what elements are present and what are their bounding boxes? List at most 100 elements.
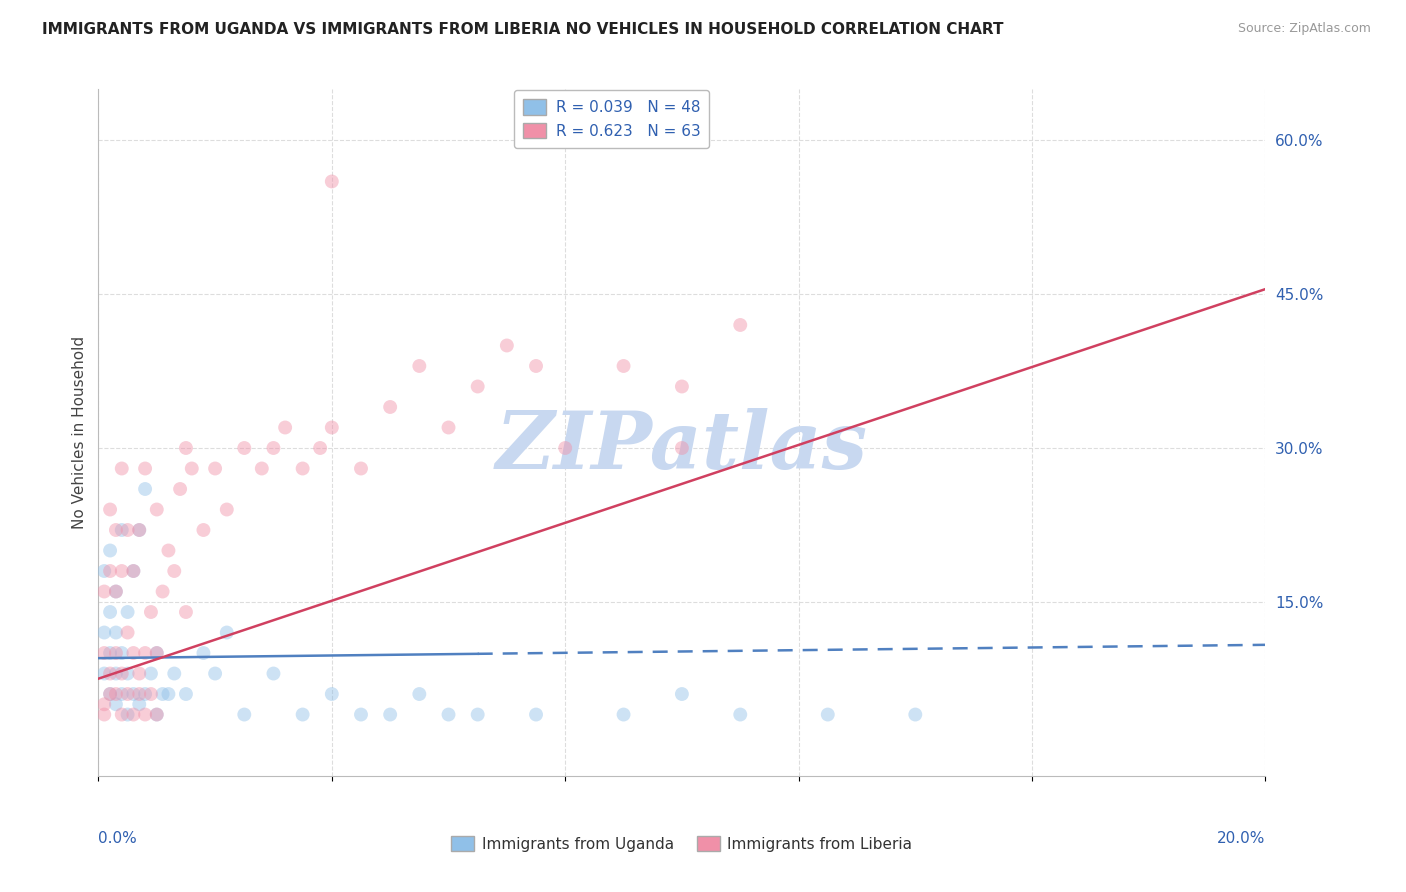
Point	[117, 625, 139, 640]
Point	[134, 687, 156, 701]
Point	[93, 646, 115, 660]
Point	[174, 687, 197, 701]
Point	[309, 441, 332, 455]
Point	[122, 564, 145, 578]
Point	[671, 687, 693, 701]
Point	[215, 502, 238, 516]
Point	[111, 461, 134, 475]
Text: 0.0%: 0.0%	[98, 831, 138, 846]
Point	[233, 707, 256, 722]
Point	[163, 666, 186, 681]
Point	[122, 707, 145, 722]
Point	[98, 687, 121, 701]
Point	[262, 441, 284, 455]
Point	[730, 318, 752, 332]
Point	[146, 502, 169, 516]
Text: 20.0%: 20.0%	[1218, 831, 1265, 846]
Point	[612, 707, 634, 722]
Point	[122, 687, 145, 701]
Point	[146, 707, 169, 722]
Point	[104, 523, 127, 537]
Point	[157, 687, 180, 701]
Point	[139, 687, 162, 701]
Point	[104, 666, 127, 681]
Point	[104, 584, 127, 599]
Point	[250, 461, 273, 475]
Point	[524, 707, 547, 722]
Point	[104, 584, 127, 599]
Point	[274, 420, 297, 434]
Point	[111, 523, 134, 537]
Point	[671, 441, 693, 455]
Point	[152, 584, 174, 599]
Point	[193, 523, 215, 537]
Point	[98, 502, 121, 516]
Point	[93, 584, 115, 599]
Legend: Immigrants from Uganda, Immigrants from Liberia: Immigrants from Uganda, Immigrants from …	[446, 830, 918, 858]
Point	[134, 646, 156, 660]
Point	[104, 687, 127, 701]
Point	[612, 359, 634, 373]
Point	[496, 338, 519, 352]
Point	[146, 646, 169, 660]
Point	[98, 666, 121, 681]
Point	[122, 564, 145, 578]
Point	[380, 707, 402, 722]
Point	[350, 461, 373, 475]
Point	[204, 461, 226, 475]
Point	[467, 707, 489, 722]
Point	[111, 666, 134, 681]
Point	[111, 707, 134, 722]
Point	[291, 461, 314, 475]
Point	[104, 646, 127, 660]
Text: ZIPatlas: ZIPatlas	[496, 408, 868, 485]
Point	[139, 605, 162, 619]
Point	[380, 400, 402, 414]
Point	[111, 646, 134, 660]
Point	[98, 646, 121, 660]
Point	[98, 543, 121, 558]
Point	[321, 174, 343, 188]
Point	[146, 646, 169, 660]
Point	[408, 359, 430, 373]
Point	[904, 707, 927, 722]
Point	[117, 523, 139, 537]
Point	[291, 707, 314, 722]
Point	[128, 687, 150, 701]
Point	[163, 564, 186, 578]
Point	[174, 441, 197, 455]
Point	[93, 625, 115, 640]
Point	[139, 666, 162, 681]
Point	[128, 523, 150, 537]
Point	[437, 420, 460, 434]
Point	[104, 625, 127, 640]
Text: Source: ZipAtlas.com: Source: ZipAtlas.com	[1237, 22, 1371, 36]
Text: IMMIGRANTS FROM UGANDA VS IMMIGRANTS FROM LIBERIA NO VEHICLES IN HOUSEHOLD CORRE: IMMIGRANTS FROM UGANDA VS IMMIGRANTS FRO…	[42, 22, 1004, 37]
Point	[180, 461, 202, 475]
Point	[104, 698, 127, 712]
Point	[204, 666, 226, 681]
Point	[98, 605, 121, 619]
Point	[169, 482, 191, 496]
Point	[117, 605, 139, 619]
Point	[98, 687, 121, 701]
Point	[146, 707, 169, 722]
Point	[128, 523, 150, 537]
Point	[134, 461, 156, 475]
Point	[93, 564, 115, 578]
Point	[437, 707, 460, 722]
Point	[134, 482, 156, 496]
Point	[524, 359, 547, 373]
Point	[671, 379, 693, 393]
Point	[93, 666, 115, 681]
Point	[117, 687, 139, 701]
Point	[93, 707, 115, 722]
Point	[262, 666, 284, 681]
Point	[193, 646, 215, 660]
Point	[117, 707, 139, 722]
Point	[128, 698, 150, 712]
Point	[93, 698, 115, 712]
Y-axis label: No Vehicles in Household: No Vehicles in Household	[72, 336, 87, 529]
Point	[134, 707, 156, 722]
Point	[730, 707, 752, 722]
